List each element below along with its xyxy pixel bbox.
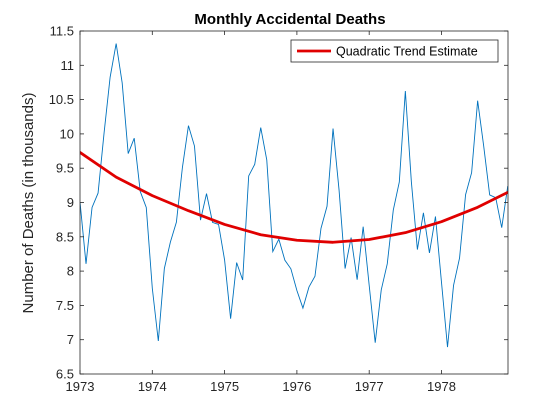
legend-label-quadratic-trend: Quadratic Trend Estimate [336,45,478,59]
y-axis-label: Number of Deaths (in thousands) [20,93,37,314]
y-tick-label: 8 [67,264,74,279]
y-tick-label: 8.5 [56,229,74,244]
y-tick-label: 11.5 [50,24,74,39]
legend-box [290,39,499,63]
y-tick-label: 10.5 [49,92,74,107]
axes: 6.5 7 7.5 8 8.5 9 9.5 10 10.5 11 11.5 1973 1974 1975 1… [49,24,509,394]
series-line-monthly-deaths [80,43,508,348]
x-tick-label: 1977 [355,379,384,394]
legend: Quadratic Trend Estimate [290,39,499,63]
x-tick-label: 1974 [138,379,167,394]
plot-area [80,43,508,348]
y-tick-label: 10 [60,126,74,141]
x-tick-label: 1976 [282,379,311,394]
y-tick-label: 6.5 [56,367,74,382]
y-tick-label: 9.5 [56,161,74,176]
y-tick-label: 11 [61,58,75,73]
chart-title: Monthly Accidental Deaths [194,11,385,28]
y-tick-label: 9 [67,195,74,210]
x-tick-label: 1978 [427,379,456,394]
x-tick-label: 1973 [66,379,95,394]
series-line-quadratic-trend [80,151,508,244]
y-tick-label: 7 [67,332,74,347]
x-tick-label: 1975 [210,379,239,394]
y-tick-label: 7.5 [56,298,74,313]
